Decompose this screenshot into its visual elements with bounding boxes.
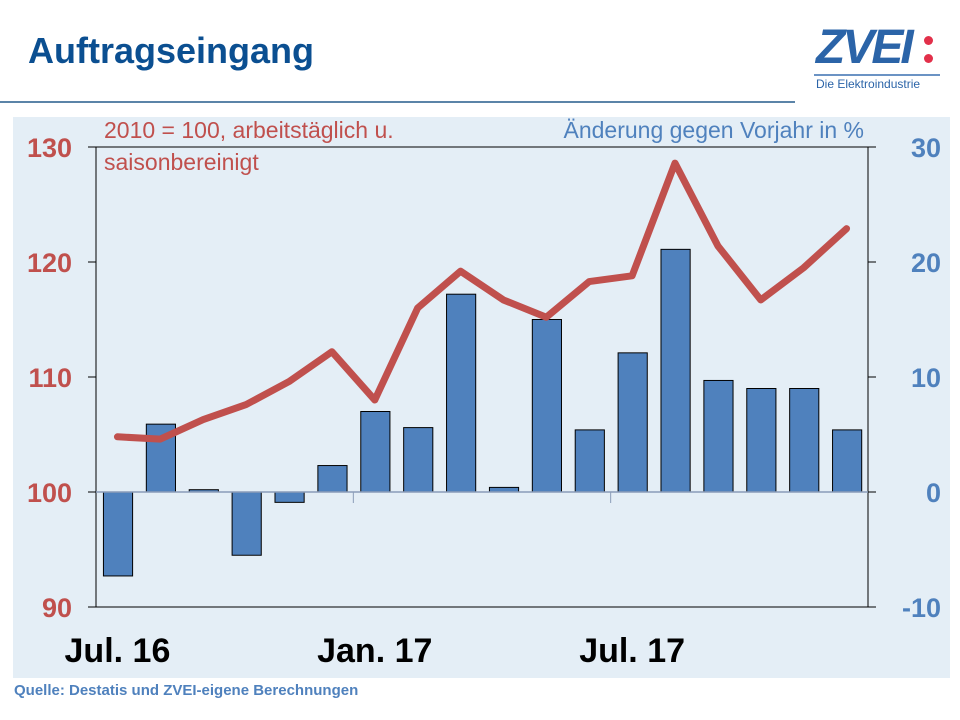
x-tick-label: Jan. 17 xyxy=(317,632,432,670)
bar xyxy=(360,411,391,493)
bar xyxy=(274,491,305,503)
logo-wordmark: ZVEI xyxy=(816,21,914,74)
logo-colon xyxy=(924,36,934,72)
bar xyxy=(617,352,648,493)
bar xyxy=(403,427,434,493)
right-tick-label: 0 xyxy=(926,478,941,508)
bar xyxy=(531,319,562,493)
bar xyxy=(317,465,348,493)
x-tick-label: Jul. 17 xyxy=(579,632,685,670)
right-tick-label: 20 xyxy=(911,248,941,278)
bar xyxy=(574,429,605,493)
bar xyxy=(660,248,691,493)
header-divider xyxy=(0,101,795,103)
right-tick-label: 30 xyxy=(911,133,941,163)
logo-line xyxy=(814,74,940,76)
bar xyxy=(231,491,262,556)
bar xyxy=(746,388,777,493)
logo-subtitle: Die Elektroindustrie xyxy=(816,77,921,91)
right-tick-label: 10 xyxy=(911,363,941,393)
left-tick-label: 110 xyxy=(28,363,72,393)
source-note: Quelle: Destatis und ZVEI-eigene Berechn… xyxy=(14,682,359,699)
left-tick-label: 120 xyxy=(27,248,72,278)
index-line xyxy=(113,159,851,443)
page-title: Auftragseingang xyxy=(28,30,315,71)
bar xyxy=(789,388,820,493)
left-tick-label: 100 xyxy=(27,478,72,508)
right-tick-label: -10 xyxy=(902,593,941,623)
x-tick-label: Jul. 16 xyxy=(65,632,171,670)
zvei-logo: ZVEI Die Elektroindustrie xyxy=(812,21,947,92)
left-axis-label: 2010 = 100, arbeitstäglich u. xyxy=(104,117,394,143)
right-axis-label: Änderung gegen Vorjahr in % xyxy=(564,117,865,143)
bar xyxy=(832,429,863,493)
bar xyxy=(102,491,134,577)
bar xyxy=(703,379,734,493)
bar xyxy=(446,293,477,493)
left-tick-label: 130 xyxy=(27,133,72,163)
left-tick-label: 90 xyxy=(42,593,72,623)
left-axis-label-line2: saisonbereinigt xyxy=(104,149,259,175)
